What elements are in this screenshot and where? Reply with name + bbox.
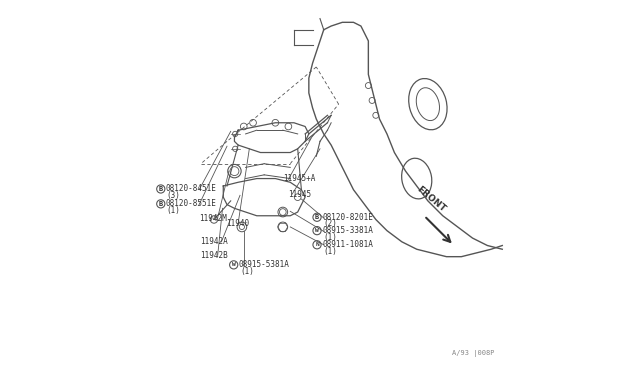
Text: B: B — [159, 186, 163, 192]
Text: 11945: 11945 — [289, 190, 312, 199]
Text: 08120-8551E: 08120-8551E — [166, 199, 217, 208]
Text: W: W — [315, 228, 319, 233]
Text: (1): (1) — [324, 247, 337, 256]
Text: (1): (1) — [241, 267, 254, 276]
Text: 11940: 11940 — [227, 219, 250, 228]
Text: 08120-8201E: 08120-8201E — [322, 213, 373, 222]
Text: (1): (1) — [324, 233, 337, 242]
Text: 11942A: 11942A — [200, 237, 228, 246]
Text: 08911-1081A: 08911-1081A — [322, 240, 373, 249]
Text: (2): (2) — [324, 219, 337, 228]
Text: (3): (3) — [167, 191, 180, 200]
Text: (1): (1) — [167, 206, 180, 215]
Text: N: N — [315, 242, 319, 247]
Text: 11942M: 11942M — [199, 214, 227, 223]
Text: 11942B: 11942B — [200, 251, 228, 260]
Text: B: B — [315, 214, 319, 220]
Text: 08915-5381A: 08915-5381A — [239, 260, 290, 269]
Text: B: B — [159, 201, 163, 207]
Text: 08915-3381A: 08915-3381A — [322, 226, 373, 235]
Text: W: W — [232, 262, 236, 267]
Text: A/93 |008P: A/93 |008P — [452, 350, 495, 357]
Text: FRONT: FRONT — [415, 185, 447, 214]
Text: 08120-8451E: 08120-8451E — [166, 185, 217, 193]
Text: 11945+A: 11945+A — [283, 174, 315, 183]
